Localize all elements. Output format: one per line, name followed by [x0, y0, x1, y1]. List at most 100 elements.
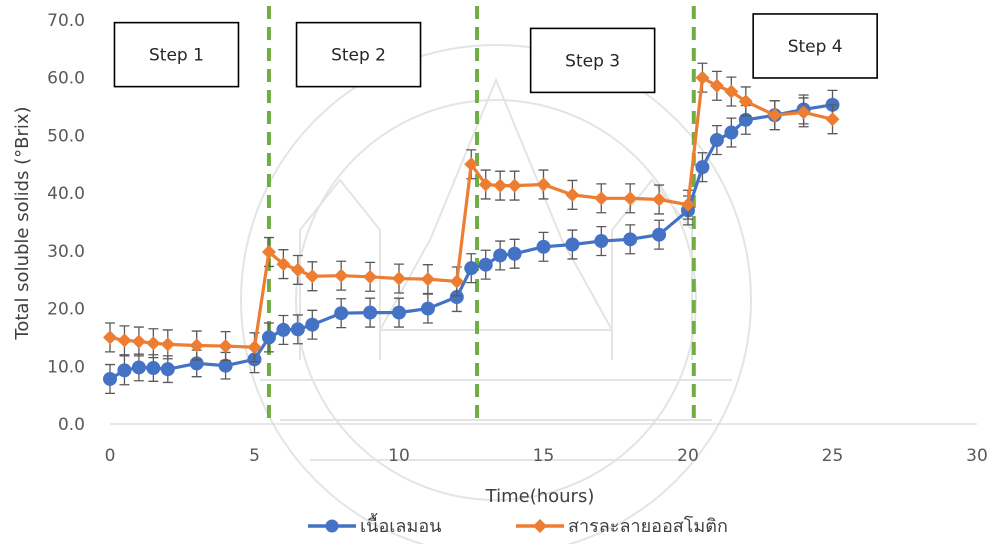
data-point — [218, 339, 233, 354]
step-labels: Step 1 Step 2 Step 3 Step 4 — [113, 13, 878, 94]
step-label-2: Step 2 — [331, 46, 386, 66]
data-point — [652, 192, 667, 207]
data-point — [103, 371, 117, 386]
data-point — [594, 234, 609, 249]
x-tick-label: 25 — [822, 446, 844, 466]
y-tick-label: 70.0 — [47, 11, 85, 31]
data-point — [724, 125, 739, 140]
data-point — [290, 322, 305, 337]
watermark-emblem — [240, 44, 752, 544]
data-point — [420, 301, 435, 316]
legend: เนื้อเลมอน สารละลายออสโมติก — [308, 513, 728, 537]
data-point — [218, 358, 233, 373]
data-point — [738, 94, 753, 109]
legend-label-series-1: เนื้อเลมอน — [360, 513, 441, 537]
y-tick-label: 10.0 — [47, 357, 85, 377]
data-point — [767, 108, 782, 123]
data-point — [565, 187, 580, 202]
step-box-3 — [529, 27, 656, 94]
data-point — [131, 334, 146, 349]
data-point — [160, 362, 175, 377]
x-tick-label: 15 — [533, 446, 555, 466]
data-point — [478, 177, 493, 192]
step-box-4 — [752, 13, 878, 79]
data-point — [825, 112, 840, 127]
x-tick-label: 20 — [677, 446, 699, 466]
data-point — [507, 246, 522, 261]
data-point — [305, 269, 320, 284]
step-box-2 — [295, 21, 422, 88]
data-point — [464, 157, 479, 172]
legend-item-series-2: สารละลายออสโมติก — [516, 515, 728, 537]
legend-marker-series-1 — [325, 519, 339, 533]
y-tick-label: 60.0 — [47, 69, 85, 89]
x-tick-label: 5 — [249, 446, 260, 466]
data-point — [536, 177, 551, 192]
data-point — [131, 360, 146, 375]
data-point — [709, 78, 724, 93]
data-point — [305, 317, 320, 332]
data-point — [363, 305, 378, 320]
data-point — [695, 160, 710, 175]
data-point — [334, 268, 349, 283]
data-point — [117, 333, 132, 348]
data-point — [160, 337, 175, 352]
data-point — [247, 340, 262, 355]
data-point — [623, 191, 638, 206]
x-tick-label: 10 — [388, 446, 410, 466]
step-box-1 — [113, 21, 240, 88]
x-tick-label: 0 — [105, 446, 116, 466]
series-1 — [103, 89, 840, 395]
data-point — [493, 178, 508, 193]
x-axis-title: Time(hours) — [485, 486, 595, 507]
data-point — [290, 262, 305, 277]
data-point — [623, 232, 638, 247]
series-line — [109, 76, 833, 349]
data-point — [681, 197, 695, 212]
data-point — [334, 306, 349, 321]
y-tick-label: 50.0 — [47, 126, 85, 146]
y-tick-label: 20.0 — [47, 300, 85, 320]
data-point — [478, 257, 493, 272]
y-axis-title: Total soluble solids (°Brix) — [12, 106, 33, 340]
data-point — [189, 338, 204, 353]
data-point — [464, 261, 479, 276]
legend-item-series-1: เนื้อเลมอน — [308, 513, 441, 537]
step-label-1: Step 1 — [149, 46, 204, 66]
step-boundaries — [266, 6, 696, 424]
data-point — [146, 361, 161, 376]
data-point — [493, 248, 508, 263]
x-tick-label: 30 — [966, 446, 988, 466]
data-point — [565, 237, 580, 252]
step-label-4: Step 4 — [788, 37, 843, 57]
data-point — [363, 269, 378, 284]
data-point — [709, 133, 724, 148]
data-point — [261, 330, 276, 345]
series-2 — [103, 62, 840, 363]
series-line — [109, 103, 833, 381]
data-point — [392, 271, 406, 286]
y-tick-label: 40.0 — [47, 184, 85, 204]
data-point — [594, 191, 609, 206]
data-point — [146, 336, 161, 351]
data-point — [652, 227, 667, 242]
data-point — [420, 272, 435, 287]
legend-label-series-2: สารละลายออสโมติก — [568, 515, 728, 537]
y-tick-label: 30.0 — [47, 242, 85, 262]
data-point — [103, 330, 117, 345]
data-point — [724, 84, 739, 99]
y-tick-labels: 0.0 10.0 20.0 30.0 40.0 50.0 60.0 70.0 — [47, 11, 85, 435]
step-label-3: Step 3 — [565, 51, 620, 71]
data-point — [117, 363, 132, 378]
legend-marker-series-2 — [533, 519, 547, 533]
data-point — [449, 274, 464, 289]
data-point — [695, 70, 710, 85]
data-point — [507, 178, 522, 193]
data-point — [536, 239, 551, 254]
data-point — [796, 105, 811, 120]
data-point — [276, 322, 291, 337]
y-tick-label: 0.0 — [58, 415, 85, 435]
x-tick-labels: 0 5 10 15 20 25 30 — [105, 446, 988, 466]
data-point — [449, 290, 464, 305]
